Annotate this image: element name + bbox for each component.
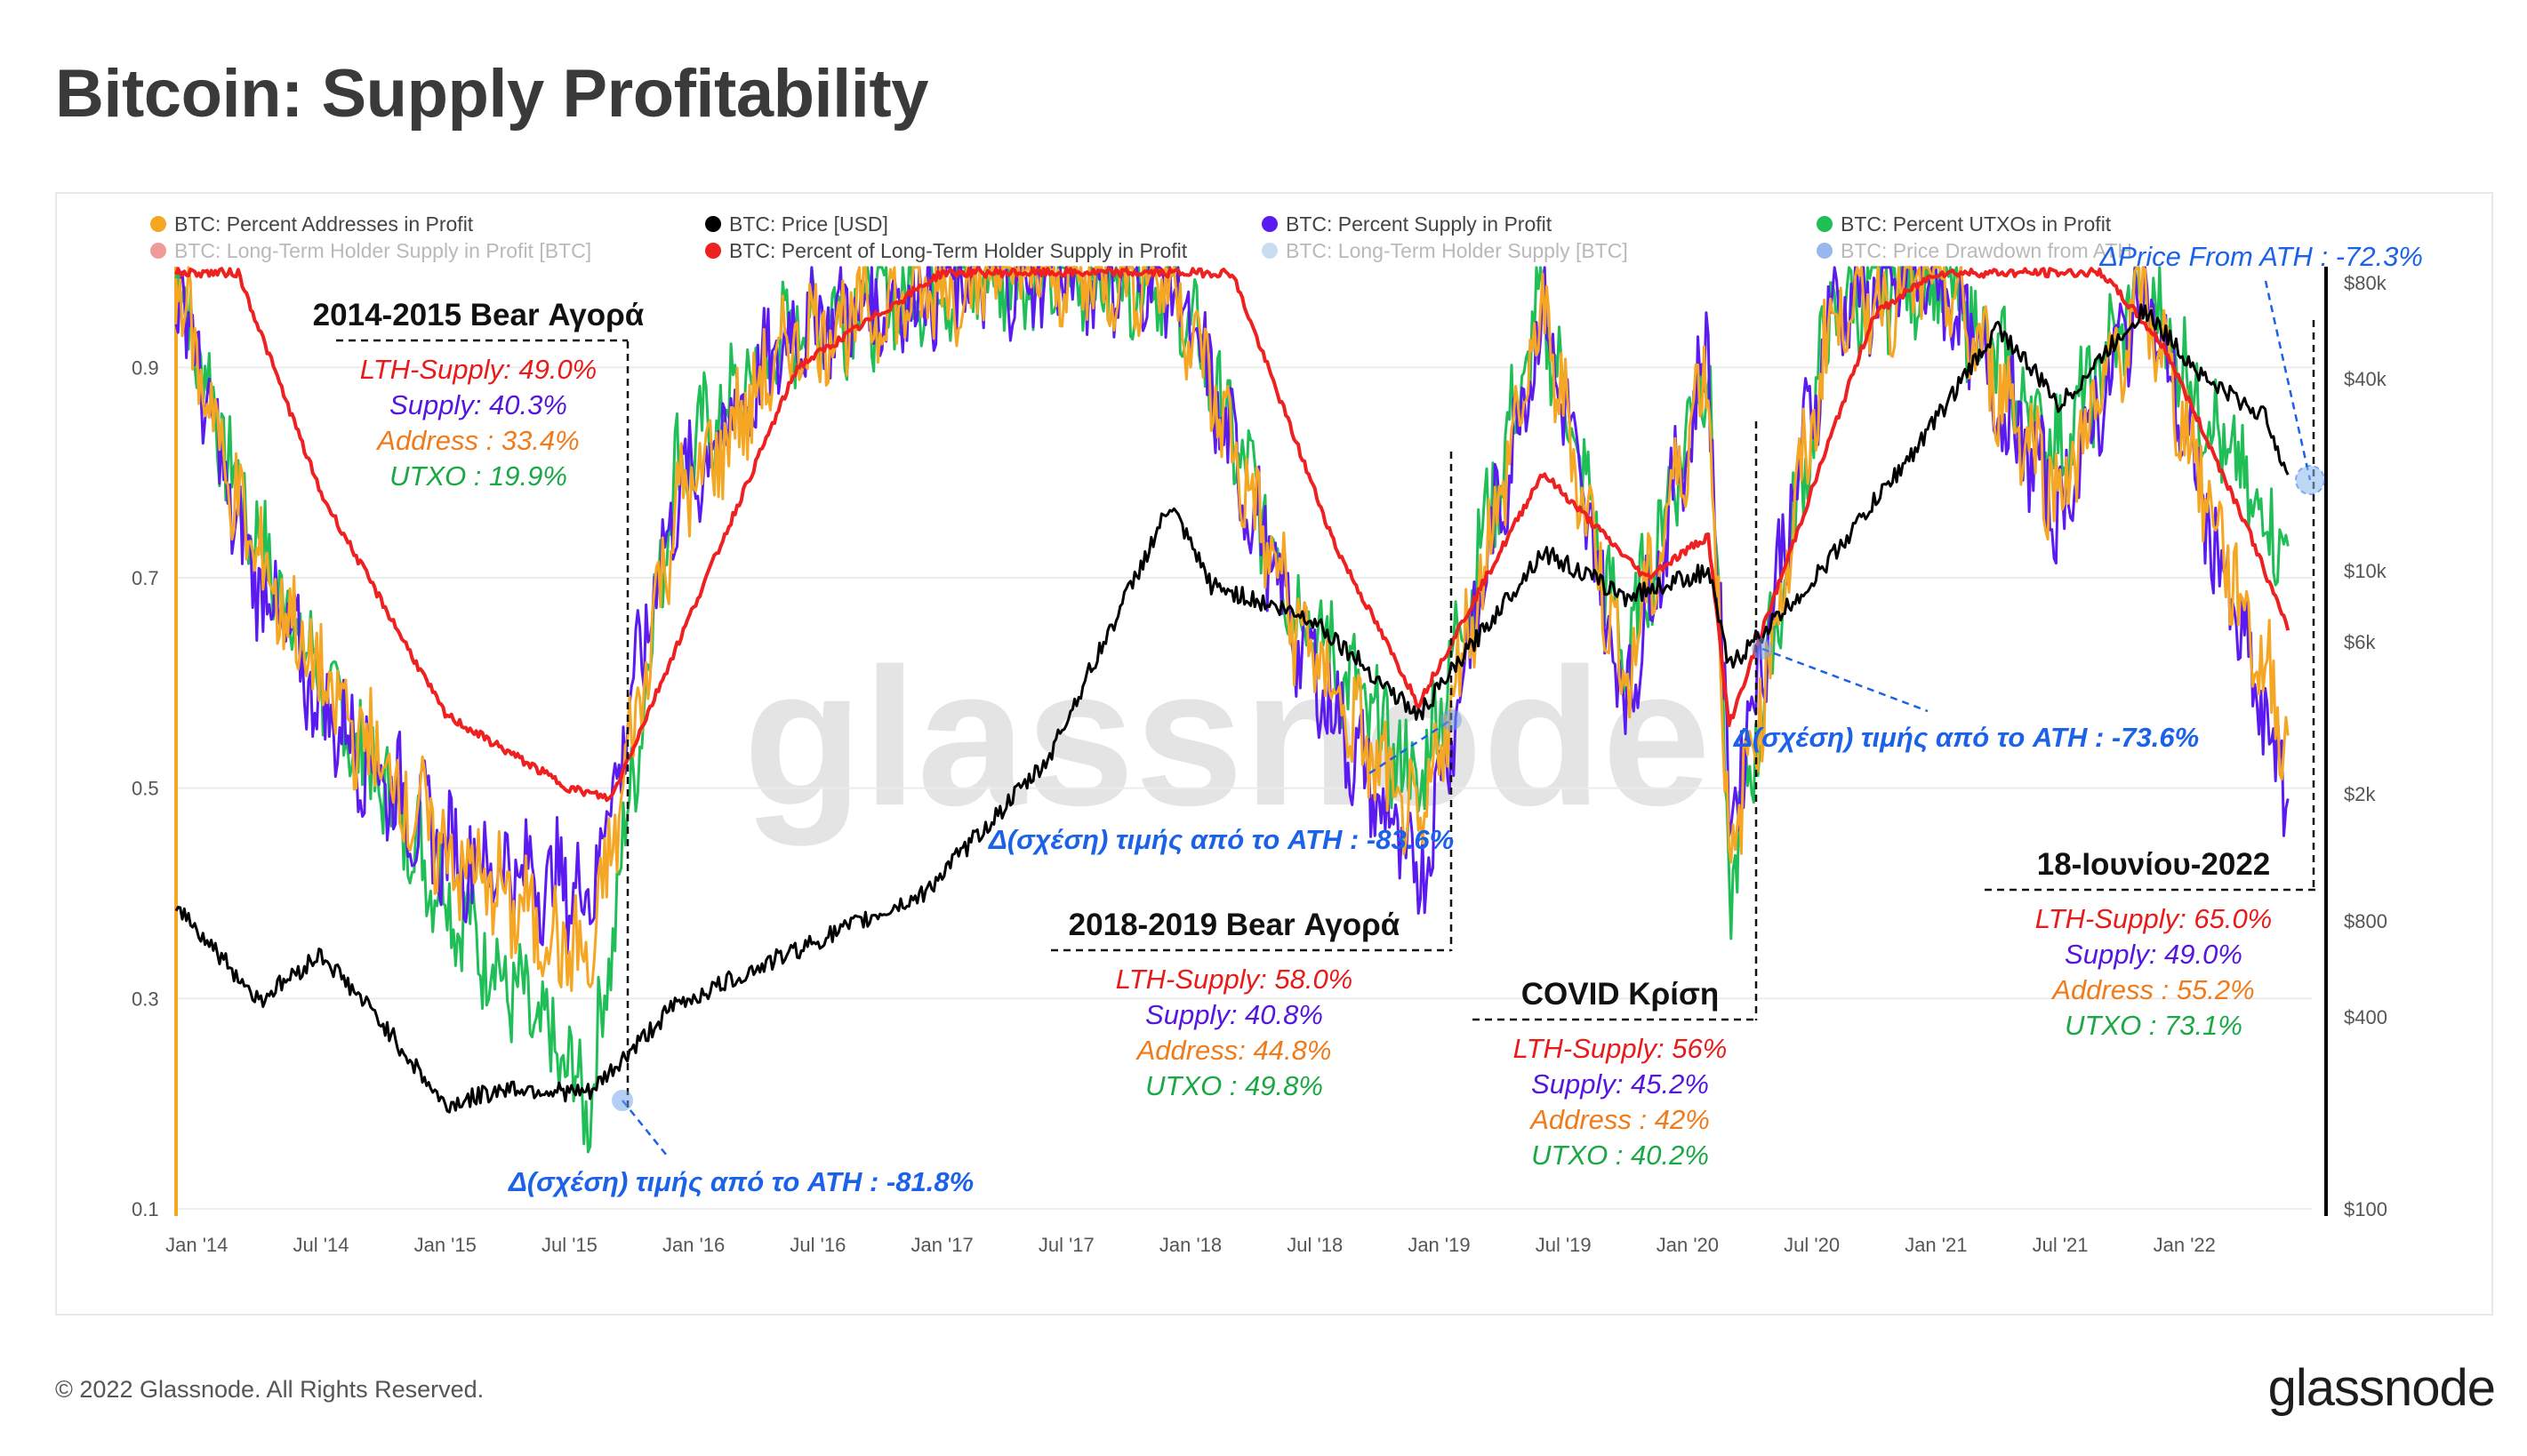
series-line-btc-price-usd bbox=[174, 303, 2290, 1114]
watermark: glassnode bbox=[743, 628, 1711, 846]
legend-marker bbox=[1262, 216, 1278, 232]
x-tick: Jan '17 bbox=[911, 1234, 973, 1256]
y-right-tick: $100 bbox=[2344, 1198, 2387, 1220]
x-tick: Jul '16 bbox=[790, 1234, 846, 1256]
x-tick: Jan '20 bbox=[1657, 1234, 1719, 1256]
y-left-tick: 0.3 bbox=[132, 988, 159, 1010]
annotation-utxo: UTXO : 49.8% bbox=[1145, 1070, 1323, 1101]
annotation-lth: LTH-Supply: 58.0% bbox=[1116, 964, 1353, 995]
x-tick: Jan '21 bbox=[1905, 1234, 1967, 1256]
legend-label: BTC: Percent UTXOs in Profit bbox=[1841, 212, 2112, 236]
annotation-drawdown: Δ(σχέση) τιμής από το ATH : -81.8% bbox=[508, 1166, 974, 1197]
legend-label: BTC: Long-Term Holder Supply [BTC] bbox=[1286, 239, 1628, 262]
drawdown-pointer bbox=[1761, 647, 1929, 713]
x-tick: Jul '21 bbox=[2033, 1234, 2089, 1256]
x-tick: Jan '15 bbox=[414, 1234, 477, 1256]
x-tick: Jan '18 bbox=[1159, 1234, 1222, 1256]
x-tick: Jul '20 bbox=[1784, 1234, 1840, 1256]
drawdown-pointer bbox=[2264, 280, 2312, 481]
annotation-utxo: UTXO : 19.9% bbox=[389, 460, 567, 492]
legend-label: BTC: Percent Addresses in Profit bbox=[174, 212, 474, 236]
x-tick: Jan '19 bbox=[1408, 1234, 1470, 1256]
annotation-supply: Supply: 45.2% bbox=[1531, 1068, 1709, 1100]
legend-marker bbox=[1817, 243, 1833, 259]
legend-marker bbox=[1262, 243, 1278, 259]
y-right-tick: $10k bbox=[2344, 560, 2387, 582]
legend-label: BTC: Price Drawdown from ATH bbox=[1841, 239, 2132, 262]
drawdown-marker bbox=[1752, 638, 1773, 660]
series-line-btc-percent-of-long-term-holder-supply-in-profit bbox=[174, 267, 2290, 803]
annotation-heading: 2014-2015 Bear Αγορά bbox=[313, 298, 645, 332]
legend-label: BTC: Percent of Long-Term Holder Supply … bbox=[729, 239, 1188, 262]
y-right-tick: $800 bbox=[2344, 910, 2387, 932]
drawdown-pointer bbox=[1368, 718, 1452, 775]
annotation-utxo: UTXO : 40.2% bbox=[1531, 1140, 1709, 1171]
y-right-tick: $40k bbox=[2344, 368, 2387, 390]
y-left-tick: 0.9 bbox=[132, 356, 159, 379]
annotation-drawdown: Δ(σχέση) τιμής από το ATH : -73.6% bbox=[1733, 722, 2199, 753]
drawdown-marker bbox=[612, 1090, 633, 1111]
annotation-supply: Supply: 40.3% bbox=[389, 389, 567, 420]
x-tick: Jul '19 bbox=[1536, 1234, 1592, 1256]
series-line-btc-percent-addresses-in-profit bbox=[174, 266, 2290, 992]
annotation-address: Address : 42% bbox=[1528, 1104, 1710, 1135]
annotation-address: Address: 44.8% bbox=[1135, 1035, 1332, 1066]
y-left-tick: 0.5 bbox=[132, 778, 159, 800]
glassnode-logo: glassnode bbox=[2267, 1359, 2496, 1417]
annotation-drawdown: ΔPrice From ATH : -72.3% bbox=[2098, 241, 2423, 272]
annotation-lth: LTH-Supply: 65.0% bbox=[2035, 903, 2273, 934]
x-tick: Jul '14 bbox=[293, 1234, 349, 1256]
legend-marker bbox=[150, 243, 166, 259]
drawdown-marker bbox=[1440, 709, 1462, 731]
chart-frame bbox=[55, 192, 2493, 1316]
annotation-supply: Supply: 49.0% bbox=[2065, 939, 2242, 970]
y-right-tick: $2k bbox=[2344, 783, 2376, 805]
copyright: © 2022 Glassnode. All Rights Reserved. bbox=[55, 1376, 485, 1403]
annotation-heading: 18-Ιουνίου-2022 bbox=[2037, 847, 2271, 882]
annotation-heading: COVID Κρίση bbox=[1521, 977, 1720, 1012]
y-right-tick: $6k bbox=[2344, 631, 2376, 653]
x-tick: Jan '14 bbox=[165, 1234, 228, 1256]
annotation-drawdown: Δ(σχέση) τιμής από το ATH : -83.6% bbox=[988, 824, 1454, 855]
annotation-address: Address : 33.4% bbox=[375, 425, 579, 456]
x-tick: Jul '15 bbox=[542, 1234, 598, 1256]
drawdown-marker bbox=[2295, 465, 2325, 495]
y-right-tick: $80k bbox=[2344, 272, 2387, 294]
annotation-address: Address : 55.2% bbox=[2050, 974, 2254, 1005]
x-tick: Jan '16 bbox=[662, 1234, 725, 1256]
y-left-tick: 0.7 bbox=[132, 567, 159, 589]
annotation-supply: Supply: 40.8% bbox=[1145, 999, 1323, 1030]
legend-marker bbox=[1817, 216, 1833, 232]
annotation-lth: LTH-Supply: 49.0% bbox=[360, 354, 598, 385]
annotation-lth: LTH-Supply: 56% bbox=[1513, 1033, 1728, 1064]
y-left-tick: 0.1 bbox=[132, 1198, 159, 1220]
legend-marker bbox=[705, 216, 721, 232]
x-tick: Jul '17 bbox=[1039, 1234, 1095, 1256]
annotation-utxo: UTXO : 73.1% bbox=[2065, 1010, 2242, 1041]
annotation-heading: 2018-2019 Bear Αγορά bbox=[1069, 908, 1400, 942]
legend-label: BTC: Price [USD] bbox=[729, 212, 888, 236]
legend-label: BTC: Long-Term Holder Supply in Profit [… bbox=[174, 239, 591, 262]
page-title: Bitcoin: Supply Profitability bbox=[55, 56, 928, 132]
x-tick: Jan '22 bbox=[2154, 1234, 2216, 1256]
x-tick: Jul '18 bbox=[1287, 1234, 1343, 1256]
legend-marker bbox=[705, 243, 721, 259]
legend-marker bbox=[150, 216, 166, 232]
y-right-tick: $400 bbox=[2344, 1006, 2387, 1028]
legend-label: BTC: Percent Supply in Profit bbox=[1286, 212, 1552, 236]
